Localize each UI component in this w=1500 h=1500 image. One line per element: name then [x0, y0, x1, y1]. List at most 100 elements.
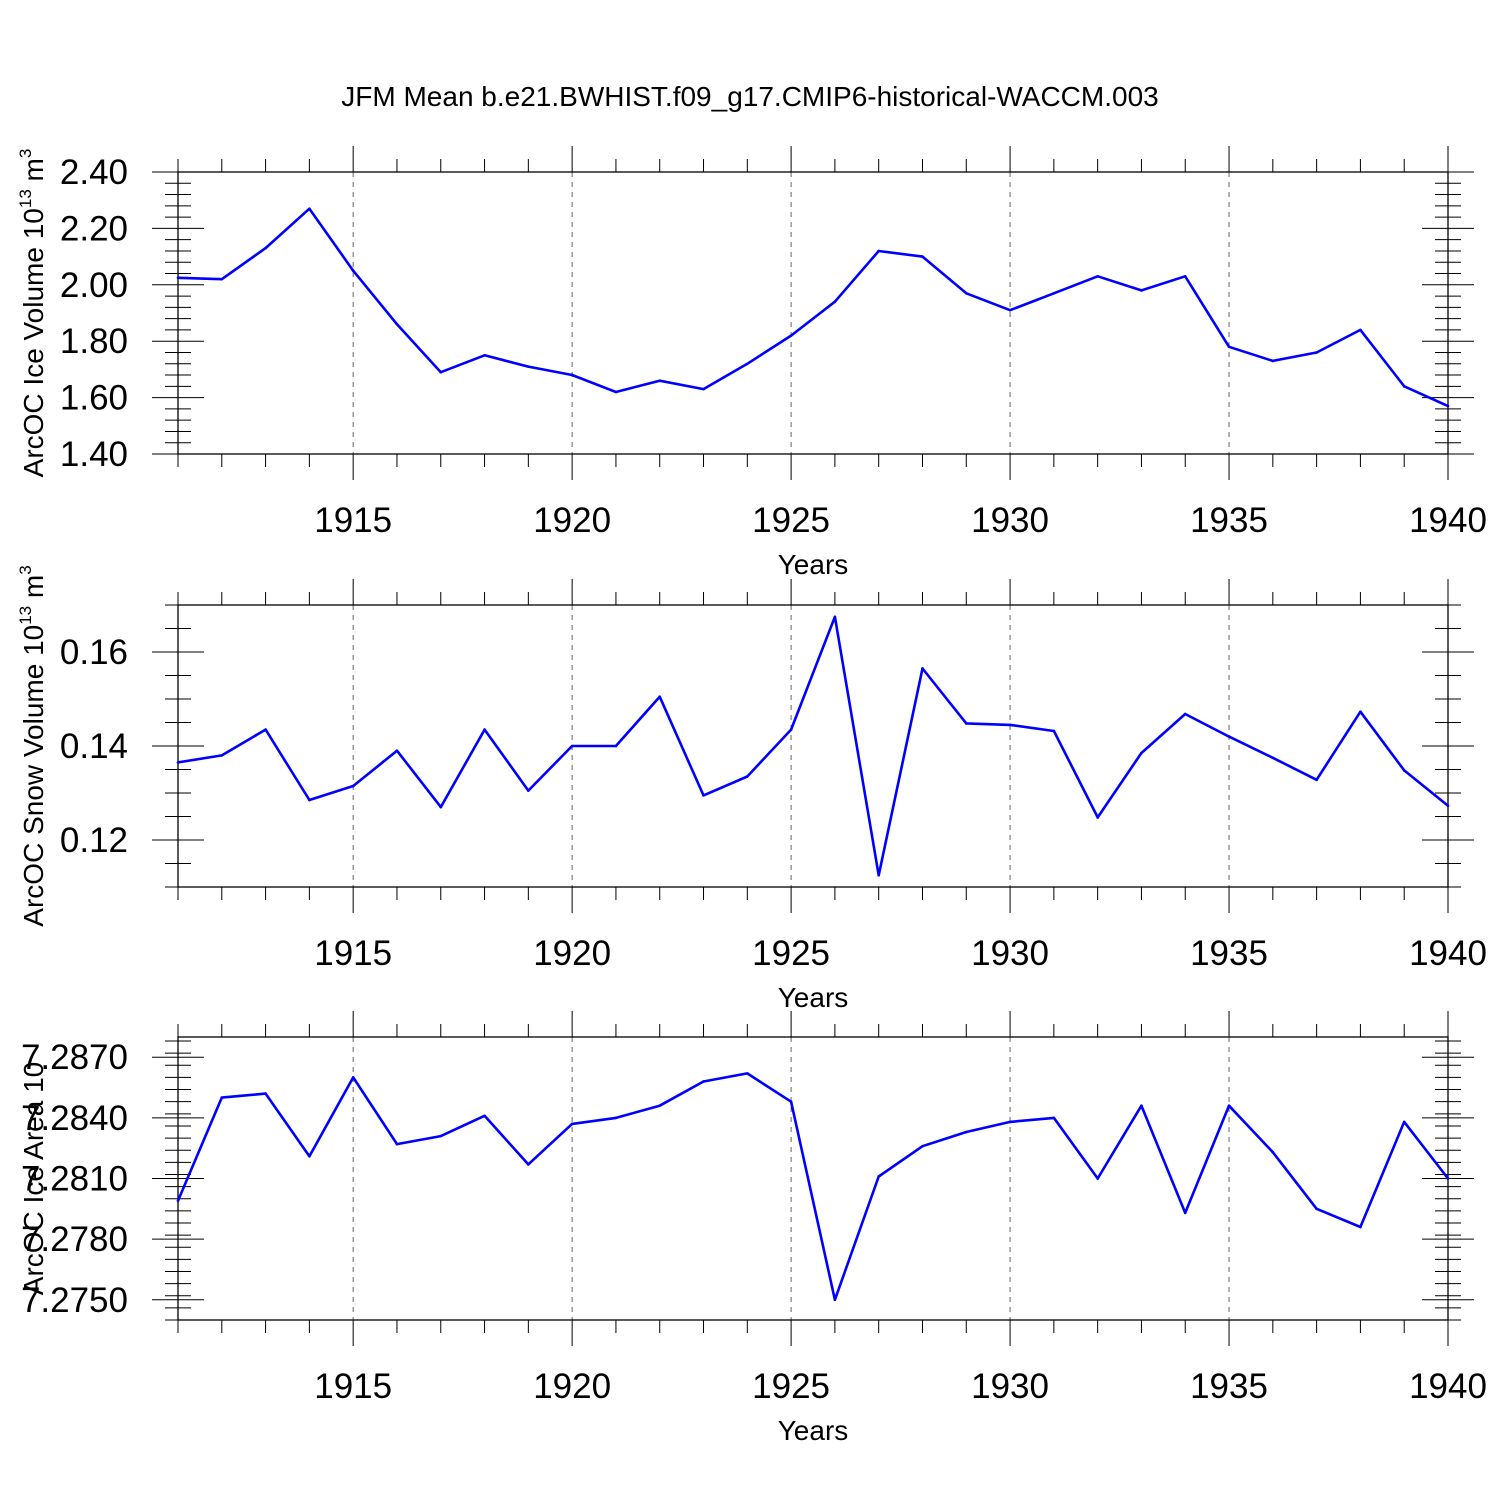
y-tick-label: 0.12 — [60, 821, 128, 860]
y-tick-label: 7.2810 — [21, 1160, 128, 1199]
data-point — [1052, 1116, 1056, 1120]
data-point — [527, 789, 530, 792]
panel-2: 0.12 0.14 0.16 1915 1920 1925 1930 1935 1940 Year… — [16, 565, 1487, 1013]
data-point — [702, 1080, 705, 1083]
data-point — [439, 1134, 443, 1138]
data-point — [1227, 735, 1231, 738]
data-point — [1096, 1177, 1099, 1180]
y-tick-label: 7.2840 — [21, 1099, 128, 1138]
x-tick-label: 1925 — [752, 1367, 830, 1406]
data-point — [1402, 385, 1406, 388]
data-point — [439, 370, 443, 374]
x-tick-label: 1925 — [752, 501, 830, 540]
data-point — [527, 1163, 530, 1166]
data-point — [264, 728, 267, 731]
panels: 1.40 1.60 1.80 2.00 2.20 2.40 1915 1920 1925 1930… — [16, 146, 1487, 1446]
x-axis-label: Years — [778, 549, 849, 580]
y-tick-label: 1.40 — [60, 435, 128, 474]
data-point — [570, 373, 574, 377]
data-point — [614, 390, 618, 394]
data-point — [921, 667, 924, 670]
data-point — [658, 379, 662, 382]
data-point — [570, 1122, 574, 1126]
y-tick-label: 7.2870 — [21, 1038, 128, 1077]
data-point — [1359, 328, 1362, 332]
data-point — [1446, 804, 1450, 807]
data-point — [220, 277, 224, 281]
x-tick-label: 1930 — [971, 501, 1049, 540]
data-point — [877, 1175, 880, 1178]
y-axis-label: ArcOC Snow Volume 1013 m3 — [16, 565, 49, 926]
x-tick-label: 1920 — [533, 1367, 611, 1406]
data-point — [746, 1072, 749, 1075]
data-point — [1183, 275, 1187, 278]
x-tick-label: 1920 — [533, 501, 611, 540]
data-point — [1008, 308, 1012, 312]
x-tick-label: 1935 — [1190, 1367, 1268, 1406]
x-tick-label: 1940 — [1409, 1367, 1487, 1406]
series-line-1 — [176, 1072, 1450, 1302]
data-point — [833, 1298, 837, 1302]
y-tick-label: 2.20 — [60, 209, 128, 248]
plot-frame — [177, 1036, 1449, 1321]
data-point — [789, 1100, 793, 1103]
data-point — [1271, 1150, 1275, 1154]
x-tick-label: 1915 — [314, 501, 392, 540]
x-tick-label: 1915 — [314, 1367, 392, 1406]
data-point — [1227, 345, 1231, 349]
data-point — [308, 798, 311, 802]
data-point — [1052, 291, 1056, 295]
data-point — [395, 749, 399, 752]
data-point — [351, 1076, 355, 1079]
data-point — [746, 362, 749, 366]
data-point — [921, 1144, 924, 1148]
x-axis-label: Years — [778, 1415, 849, 1446]
data-point — [658, 1104, 662, 1108]
plot-frame — [177, 171, 1449, 455]
y-tick-label: 2.00 — [60, 266, 128, 305]
data-point — [308, 207, 311, 210]
data-point — [570, 744, 574, 748]
series-line-1 — [177, 615, 1449, 877]
y-tick-label: 1.60 — [60, 379, 128, 418]
data-point — [1446, 404, 1450, 408]
data-point — [658, 695, 662, 698]
y-tick-label: 2.40 — [60, 153, 128, 192]
data-point — [1402, 1120, 1406, 1124]
data-point — [1052, 729, 1056, 733]
data-point — [351, 784, 355, 788]
y-axis-label: ArcOC Ice Area 10 — [18, 1062, 49, 1295]
data-point — [308, 1154, 311, 1158]
data-point — [176, 1199, 180, 1203]
x-tick-label: 1935 — [1190, 501, 1268, 540]
data-point — [483, 1114, 486, 1118]
data-point — [1008, 723, 1012, 727]
x-tick-label: 1940 — [1409, 501, 1487, 540]
x-axis-label: Years — [778, 982, 849, 1013]
x-tick-label: 1915 — [314, 934, 392, 973]
y-tick-label: 0.14 — [60, 727, 128, 766]
x-tick-label: 1925 — [752, 934, 830, 973]
data-point — [395, 322, 399, 326]
y-axis-label: ArcOC Ice Volume 1013 m3 — [16, 149, 49, 478]
data-point — [877, 873, 880, 877]
plot-frame — [177, 604, 1449, 888]
y-tick-label: 7.2750 — [21, 1281, 128, 1320]
data-point — [1271, 359, 1275, 363]
data-point — [964, 722, 968, 725]
data-point — [702, 387, 705, 391]
data-point — [833, 300, 837, 304]
data-point — [176, 761, 180, 764]
chart-title: JFM Mean b.e21.BWHIST.f09_g17.CMIP6-hist… — [341, 81, 1158, 112]
y-tick-label: 1.80 — [60, 322, 128, 361]
data-point — [1140, 751, 1143, 755]
data-point — [1140, 1104, 1143, 1108]
data-point — [483, 728, 486, 731]
data-point — [1096, 275, 1099, 278]
data-point — [1183, 712, 1187, 716]
data-point — [527, 365, 530, 368]
data-point — [921, 255, 924, 258]
data-point — [877, 249, 880, 253]
series-line-1 — [177, 207, 1449, 408]
data-point — [833, 615, 837, 619]
